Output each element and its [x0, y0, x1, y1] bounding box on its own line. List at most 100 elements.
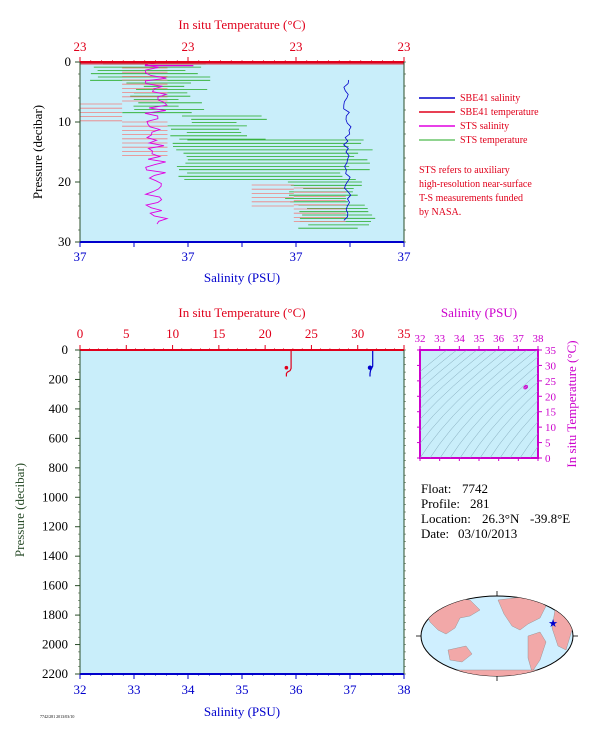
location-lon: -39.8°E	[530, 511, 570, 526]
profile-bottom-tick-label: 33	[128, 682, 141, 697]
theta-s-top-tick-label: 32	[415, 333, 426, 345]
float-location-star-icon: ★	[548, 618, 558, 630]
float-value: 7742	[462, 481, 488, 496]
density-contour	[420, 350, 458, 381]
density-contour	[420, 350, 498, 420]
legend-label-sts-salinity: STS salinity	[460, 121, 509, 132]
density-contour	[449, 364, 538, 458]
surface-y-axis-label: Pressure (decibar)	[30, 105, 45, 199]
theta-s-plot-area	[419, 349, 539, 459]
profile-top-tick-label: 25	[305, 326, 318, 341]
profile-top-tick-label: 30	[351, 326, 364, 341]
salinity-profile-marker	[367, 365, 373, 370]
profile-top-axis-label: In situ Temperature (°C)	[178, 305, 305, 320]
location-lat: 26.3°N	[482, 511, 520, 526]
surface-ticks: 0 10 20 30 23 23 23 23 37 37 37 37	[58, 39, 411, 264]
profile-y-tick-label: 1800	[42, 607, 68, 622]
profile-label: Profile:	[421, 496, 460, 511]
theta-s-right-tick-label: 35	[545, 345, 557, 357]
theta-s-ticks: 32 33 34 35 36 37 38 0 5 10 15 20 25 30 35	[415, 333, 557, 465]
theta-s-top-tick-label: 35	[474, 333, 486, 345]
surface-y-tick-label: 0	[65, 54, 72, 69]
theta-s-right-tick-label: 15	[545, 407, 557, 419]
density-contour	[509, 421, 538, 458]
profile-y-tick-label: 2000	[42, 637, 68, 652]
date-value: 03/10/2013	[458, 526, 517, 541]
profile-top-tick-label: 20	[259, 326, 272, 341]
profile-top-tick-label: 10	[166, 326, 179, 341]
legend-note-line-3: T-S measurements funded	[419, 193, 523, 204]
surface-y-tick-label: 30	[58, 234, 71, 249]
map-land-south-america	[527, 631, 547, 673]
density-contour	[420, 350, 528, 458]
profile-bottom-tick-label: 38	[398, 682, 411, 697]
profile-y-tick-label: 1400	[42, 548, 68, 563]
theta-s-top-axis-label: Salinity (PSU)	[441, 305, 517, 320]
profile-top-tick-label: 35	[398, 326, 411, 341]
legend-note-line-1: STS refers to auxiliary	[419, 165, 510, 176]
surface-bottom-tick-label: 37	[74, 249, 88, 264]
profile-bottom-tick-label: 34	[182, 682, 196, 697]
surface-top-tick-label: 23	[290, 39, 303, 54]
map-land-antarctica	[429, 669, 567, 676]
surface-y-tick-label: 20	[58, 174, 71, 189]
legend: SBE41 salinity SBE41 temperature STS sal…	[419, 93, 539, 218]
profile-bottom-tick-label: 37	[344, 682, 358, 697]
legend-note-line-4: by NASA.	[419, 207, 461, 218]
profile-y-tick-label: 1200	[42, 519, 68, 534]
profile-ticks: 0200400600800100012001400160018002000220…	[42, 326, 411, 697]
theta-s-top-tick-label: 37	[513, 333, 525, 345]
surface-bottom-tick-label: 37	[290, 249, 304, 264]
profile-bottom-tick-label: 32	[74, 682, 87, 697]
legend-label-sbe41-temperature: SBE41 temperature	[460, 107, 539, 118]
theta-s-right-tick-label: 20	[545, 391, 557, 403]
surface-top-tick-label: 23	[398, 39, 411, 54]
float-label: Float:	[421, 481, 451, 496]
density-contour	[479, 390, 538, 458]
profile-y-tick-label: 200	[49, 371, 69, 386]
density-contour	[469, 381, 538, 458]
density-contour	[420, 350, 488, 409]
profile-top-tick-label: 0	[77, 326, 84, 341]
surface-top-tick-label: 23	[74, 39, 87, 54]
legend-label-sbe41-salinity: SBE41 salinity	[460, 93, 520, 104]
profile-y-tick-label: 2200	[42, 666, 68, 681]
surface-bottom-tick-label: 37	[182, 249, 196, 264]
profile-y-tick-label: 0	[62, 342, 69, 357]
float-info: Float: 7742 Profile: 281 Location: 26.3°…	[421, 481, 570, 541]
date-label: Date:	[421, 526, 449, 541]
surface-top-tick-label: 23	[182, 39, 195, 54]
profile-bottom-tick-label: 35	[236, 682, 249, 697]
world-map: ★	[416, 591, 578, 681]
profile-y-axis-label: Pressure (decibar)	[12, 463, 27, 557]
profile-plot-area	[79, 349, 405, 675]
legend-note-line-2: high-resolution near-surface	[419, 179, 532, 190]
density-contour	[420, 350, 448, 372]
theta-s-point	[524, 384, 528, 389]
theta-s-top-tick-label: 34	[454, 333, 466, 345]
density-contour	[489, 400, 538, 458]
profile-y-tick-label: 800	[49, 460, 69, 475]
footer-stamp: 7742/281 2013/03/10	[40, 714, 74, 719]
theta-s-top-tick-label: 36	[493, 333, 505, 345]
surface-bottom-axis-label: Salinity (PSU)	[204, 270, 280, 285]
location-label: Location:	[421, 511, 471, 526]
surface-panel: 0 10 20 30 23 23 23 23 37 37 37 37 In situ Temperat…	[30, 17, 411, 285]
legend-label-sts-temperature: STS temperature	[460, 135, 528, 146]
surface-marks	[80, 61, 404, 229]
theta-s-right-tick-label: 30	[545, 360, 557, 372]
density-contour	[420, 350, 518, 444]
theta-s-density-contours	[420, 350, 538, 458]
profile-y-tick-label: 600	[49, 430, 69, 445]
profile-y-tick-label: 400	[49, 401, 69, 416]
profile-y-tick-label: 1000	[42, 489, 68, 504]
density-contour	[499, 410, 538, 458]
theta-s-right-tick-label: 5	[545, 438, 551, 450]
density-contour	[420, 350, 468, 390]
theta-s-top-tick-label: 33	[434, 333, 446, 345]
profile-y-tick-label: 1600	[42, 578, 68, 593]
profile-marks	[284, 350, 374, 377]
surface-y-tick-label: 10	[58, 114, 71, 129]
surface-top-axis-label: In situ Temperature (°C)	[178, 17, 305, 32]
